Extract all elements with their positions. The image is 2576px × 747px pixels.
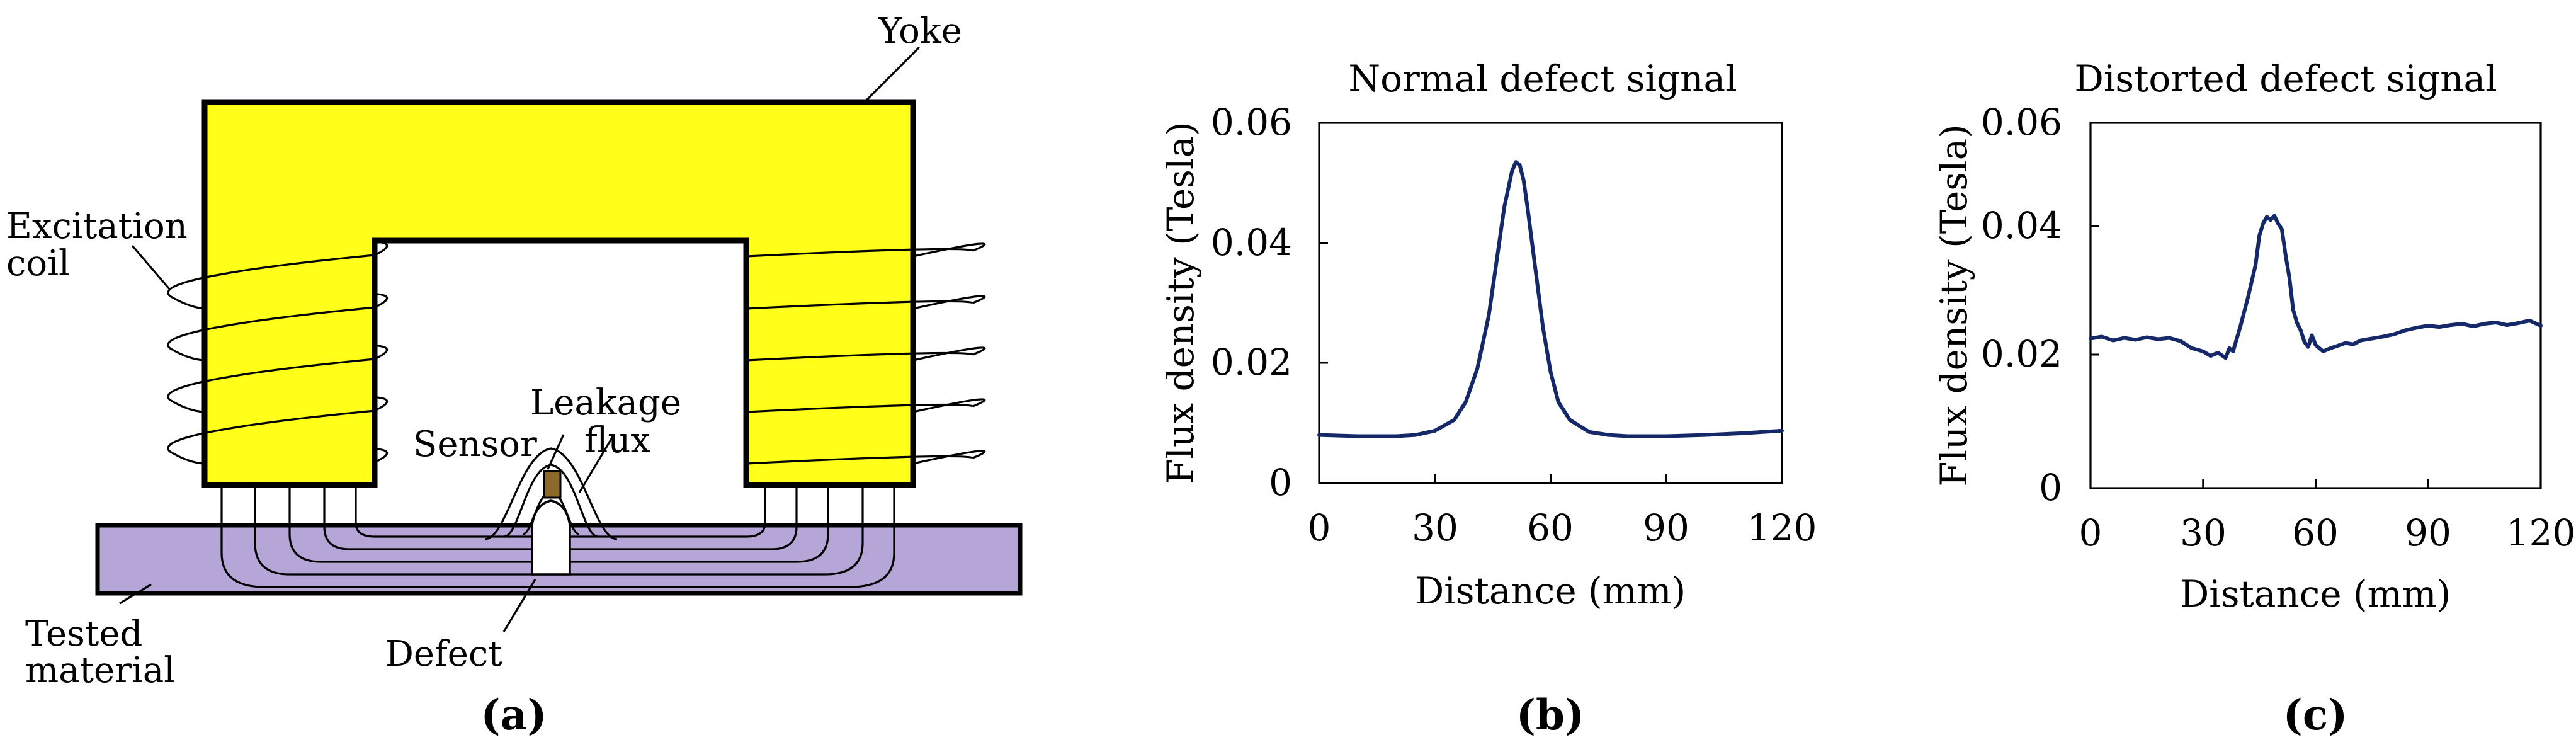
chart-b: Normal defect signal 0 0.02 0.04 0.06 0 … [1159, 57, 1817, 739]
chart-b-ytick-label: 0 [1269, 461, 1292, 504]
yoke [201, 99, 916, 488]
chart-c: Distorted defect signal 0 0.02 0.04 0.06… [1932, 57, 2575, 739]
chart-b-xtick-label: 120 [1747, 506, 1817, 549]
chart-b-xtick-label: 30 [1412, 506, 1458, 549]
chart-c-xtick-label: 60 [2292, 511, 2339, 554]
panel-c-label: (c) [2283, 690, 2348, 739]
excitation-coil-label-line2: coil [6, 243, 70, 284]
chart-b-ytick-label: 0.04 [1211, 221, 1292, 264]
chart-c-xtick-label: 90 [2405, 511, 2451, 554]
chart-b-frame [1318, 122, 1783, 484]
chart-b-ticks [1318, 122, 1783, 484]
left-coil-front [167, 254, 375, 465]
mfl-schematic: Yoke Excitation coil Leakage flux Sensor… [6, 11, 1023, 739]
chart-c-xlabel: Distance (mm) [2180, 573, 2451, 615]
chart-c-xtick-labels: 0 30 60 90 120 [2079, 511, 2576, 554]
chart-b-xtick-label: 0 [1308, 506, 1331, 549]
chart-b-series-line [1317, 160, 1784, 438]
chart-b-xlabel: Distance (mm) [1415, 569, 1686, 612]
chart-c-ytick-labels: 0 0.02 0.04 0.06 [1981, 101, 2062, 509]
defect-shape [531, 499, 571, 576]
chart-c-title: Distorted defect signal [2074, 57, 2497, 100]
chart-c-xtick-label: 30 [2180, 511, 2227, 554]
chart-b-xtick-labels: 0 30 60 90 120 [1308, 506, 1817, 549]
chart-b-ytick-labels: 0 0.02 0.04 0.06 [1211, 101, 1292, 504]
chart-c-ytick-label: 0 [2039, 466, 2062, 509]
tested-material-label-line2: material [25, 650, 175, 691]
chart-b-ylabel: Flux density (Tesla) [1159, 122, 1202, 484]
defect-label: Defect [385, 634, 502, 675]
chart-b-xtick-label: 60 [1527, 506, 1574, 549]
chart-b-xtick-label: 90 [1643, 506, 1689, 549]
excitation-coil-label-line1: Excitation [6, 206, 188, 247]
chart-c-frame [2089, 122, 2542, 489]
tested-material-label-line1: Tested [25, 613, 142, 654]
chart-c-ytick-label: 0.06 [1981, 101, 2062, 144]
chart-c-xtick-label: 0 [2079, 511, 2102, 554]
chart-b-title: Normal defect signal [1348, 57, 1737, 100]
sensor-label: Sensor [413, 424, 537, 465]
yoke-label: Yoke [878, 11, 962, 52]
chart-c-ticks [2089, 122, 2542, 489]
panel-b-label: (b) [1516, 690, 1585, 739]
right-coil-back [912, 242, 986, 465]
sensor-block [543, 470, 562, 499]
chart-b-ytick-label: 0.02 [1211, 341, 1292, 384]
leader-lines [119, 46, 921, 632]
leakage-flux-label-line2: flux [584, 420, 650, 461]
chart-c-xtick-label: 120 [2506, 511, 2576, 554]
leakage-flux-label-line1: Leakage [530, 382, 681, 423]
chart-c-ytick-label: 0.02 [1981, 333, 2062, 375]
chart-c-series-line [2089, 214, 2543, 360]
chart-c-ytick-label: 0.04 [1981, 204, 2062, 247]
chart-c-ylabel: Flux density (Tesla) [1932, 124, 1975, 487]
chart-b-ytick-label: 0.06 [1211, 101, 1292, 144]
panel-a-label: (a) [480, 690, 547, 739]
right-coil-front [746, 248, 973, 465]
